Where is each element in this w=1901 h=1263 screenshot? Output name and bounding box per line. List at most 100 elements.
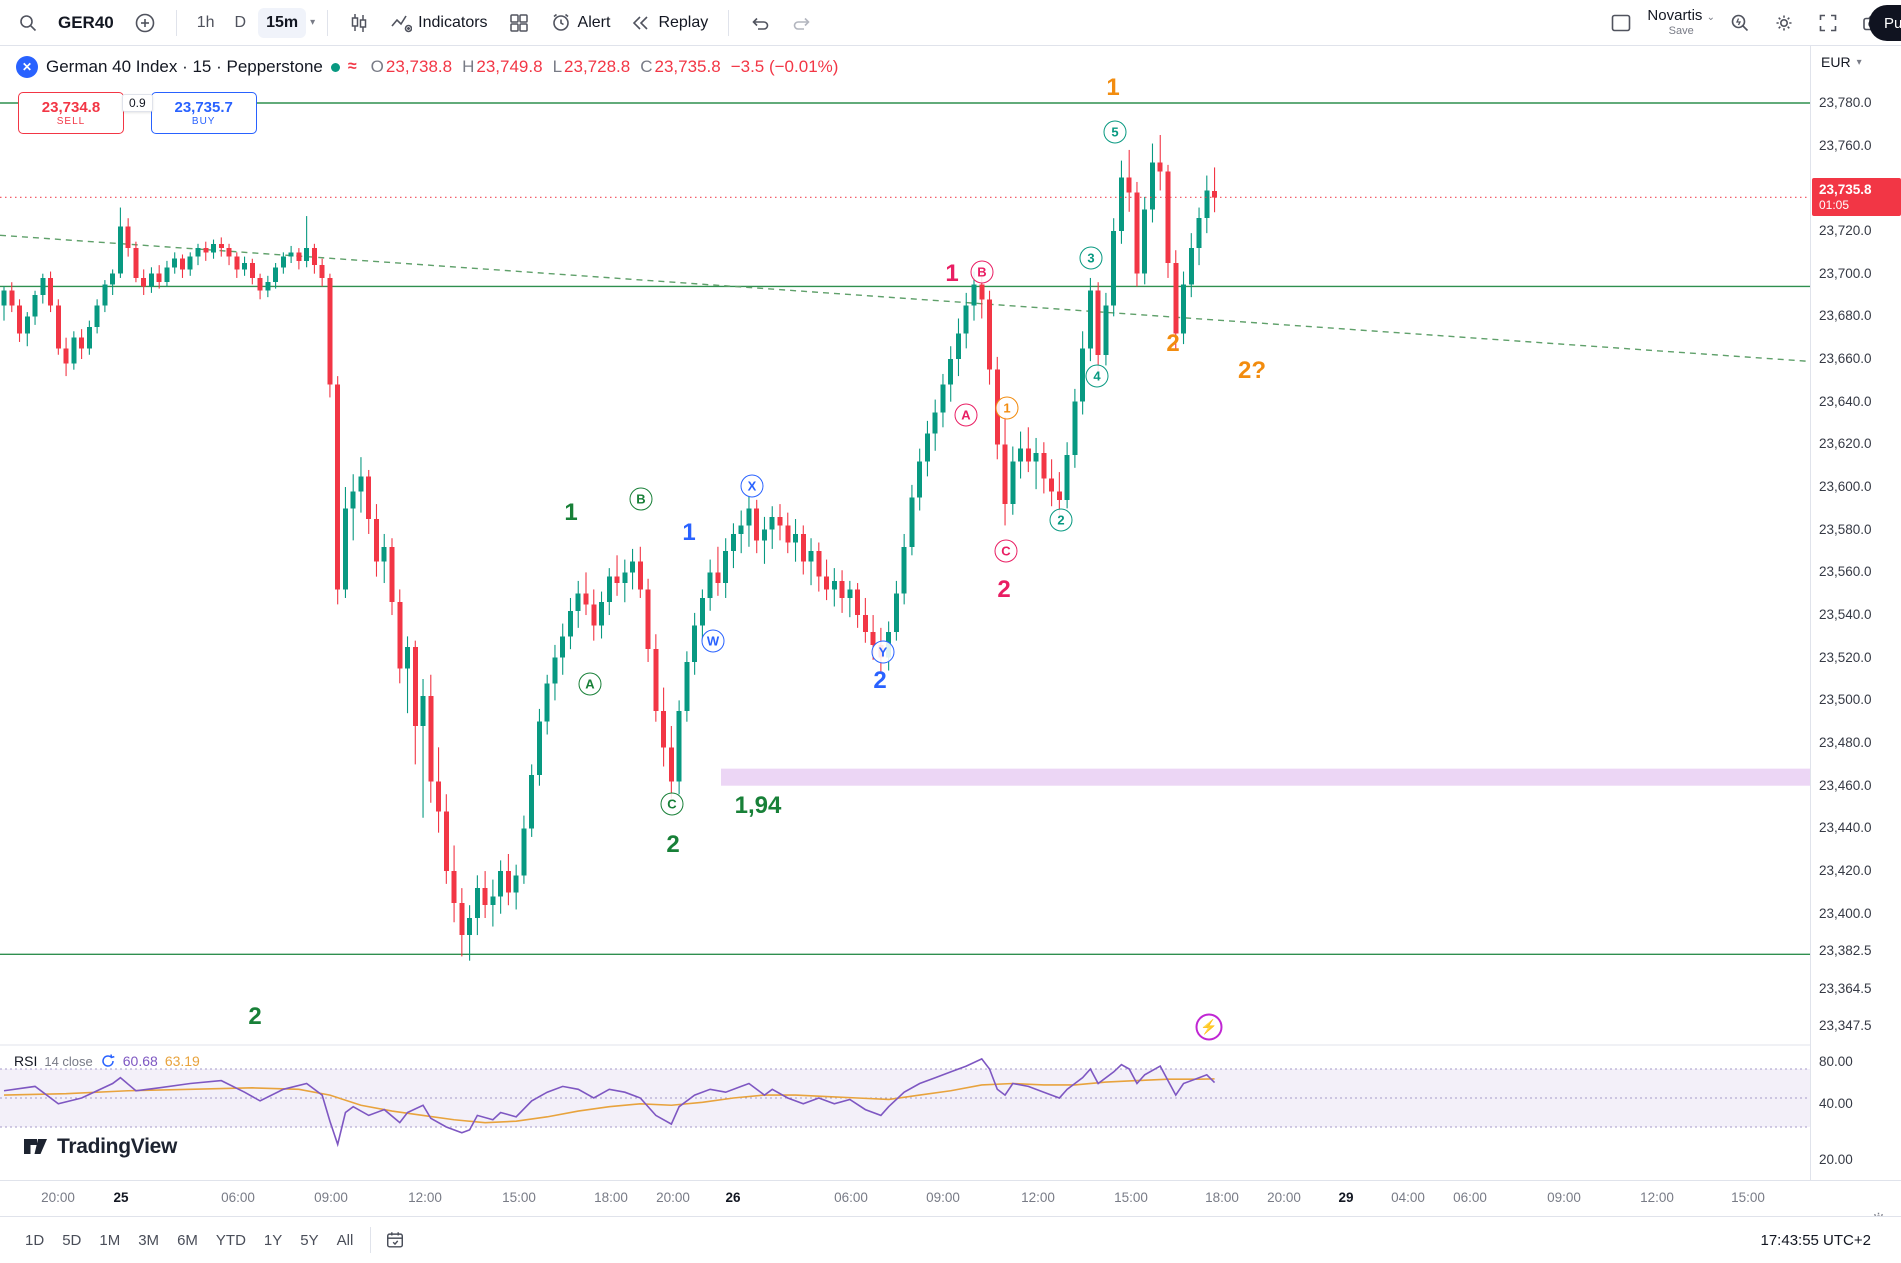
price-label: 23,400.0 xyxy=(1819,905,1872,921)
candle-body xyxy=(9,290,15,306)
candle-body xyxy=(994,369,1000,445)
candle-body xyxy=(575,593,581,611)
replay-icon xyxy=(630,12,652,34)
undo-icon[interactable] xyxy=(741,6,779,40)
candle-body xyxy=(172,258,178,268)
candle-body xyxy=(754,508,760,541)
chart-legend[interactable]: ✕ German 40 Index · 15 · Pepperstone ≈ O… xyxy=(16,56,838,78)
last-price-badge: 23,735.8 01:05 xyxy=(1812,178,1901,217)
add-symbol-icon[interactable] xyxy=(126,6,164,40)
price-label: 23,660.0 xyxy=(1819,351,1872,367)
candle-body xyxy=(1080,348,1086,402)
ohlc-readout: O 23,738.8 H 23,749.8 L 23,728.8 C 23,735.8 … xyxy=(370,57,839,76)
range-3m[interactable]: 3M xyxy=(138,1231,160,1249)
time-label: 06:00 xyxy=(221,1190,255,1205)
time-label: 26 xyxy=(725,1190,741,1205)
indicators-button[interactable]: Indicators xyxy=(382,6,495,40)
price-label: 23,760.0 xyxy=(1819,137,1872,153)
low-value: 23,728.8 xyxy=(564,57,631,76)
demand-zone xyxy=(721,768,1810,786)
range-5d[interactable]: 5D xyxy=(62,1231,82,1249)
chart-type-icon[interactable] xyxy=(340,6,378,40)
settings-gear-icon[interactable] xyxy=(1765,6,1803,40)
candle-body xyxy=(893,593,899,633)
buy-button[interactable]: 23,735.7 BUY xyxy=(150,92,257,134)
candle-body xyxy=(948,359,954,385)
lightning-marker-icon[interactable]: ⚡ xyxy=(1195,1013,1223,1041)
publish-button[interactable]: Pub xyxy=(1869,5,1901,41)
candle-body xyxy=(443,811,449,872)
time-axis[interactable]: 20:00 25 06:00 09:00 12:00 15:00 18:00 20:00 26 0… xyxy=(0,1180,1901,1224)
candle-body xyxy=(79,337,85,349)
candle-body xyxy=(234,256,240,270)
interval-1h[interactable]: 1h xyxy=(196,13,215,31)
candle-body xyxy=(746,508,752,526)
candle-body xyxy=(1173,263,1179,334)
candle-body xyxy=(622,572,628,584)
redo-icon[interactable] xyxy=(783,6,821,40)
candle-body xyxy=(963,305,969,334)
price-label: 23,700.0 xyxy=(1819,265,1872,281)
range-6m[interactable]: 6M xyxy=(177,1231,198,1249)
spread-value: 0.9 xyxy=(122,94,153,112)
candle-body xyxy=(273,267,279,283)
interval-caret-icon[interactable]: ▾ xyxy=(310,17,316,28)
candle-body xyxy=(971,284,977,306)
currency-selector[interactable]: EUR ▾ xyxy=(1821,54,1862,70)
range-all[interactable]: All xyxy=(336,1231,354,1249)
candle-body xyxy=(1149,162,1155,210)
refresh-icon[interactable] xyxy=(100,1053,116,1069)
fullscreen-icon[interactable] xyxy=(1809,6,1847,40)
quick-search-icon[interactable] xyxy=(1721,6,1759,40)
currency-caret-icon: ▾ xyxy=(1856,56,1862,68)
save-label[interactable]: Save xyxy=(1668,24,1694,37)
candle-body xyxy=(886,632,892,658)
price-axis[interactable]: EUR ▾ 23,780.023,760.023,740.023,720.023… xyxy=(1810,46,1901,1180)
rsi-legend[interactable]: RSI 14 close 60.68 63.19 xyxy=(14,1053,200,1069)
price-label: 23,640.0 xyxy=(1819,393,1872,409)
price-label: 23,720.0 xyxy=(1819,223,1872,238)
candle-body xyxy=(824,576,830,590)
time-label: 15:00 xyxy=(502,1190,536,1205)
candle-body xyxy=(816,551,822,577)
range-1m[interactable]: 1M xyxy=(99,1231,121,1249)
range-5y[interactable]: 5Y xyxy=(300,1231,319,1249)
time-label: 04:00 xyxy=(1391,1190,1425,1205)
candle-body xyxy=(366,476,372,520)
candle-body xyxy=(614,576,620,584)
session-clock[interactable]: 17:43:55 UTC+2 xyxy=(1760,1231,1872,1249)
symbol-button[interactable]: GER40 xyxy=(58,12,114,32)
time-label: 20:00 xyxy=(656,1190,690,1205)
range-ytd[interactable]: YTD xyxy=(215,1231,246,1249)
candle-body xyxy=(335,384,341,590)
layout-panel-icon[interactable] xyxy=(1601,5,1641,41)
candle-body xyxy=(1087,290,1093,349)
candle-body xyxy=(808,551,814,562)
legend-title[interactable]: German 40 Index · 15 · Pepperstone xyxy=(46,57,323,76)
sell-button[interactable]: 23,734.8 SELL xyxy=(18,92,124,134)
range-1y[interactable]: 1Y xyxy=(263,1231,283,1249)
time-label: 12:00 xyxy=(1640,1190,1674,1205)
tradingview-logo[interactable]: TradingView xyxy=(22,1133,177,1160)
interval-15m[interactable]: 15m xyxy=(258,7,307,38)
range-1d[interactable]: 1D xyxy=(25,1231,45,1249)
high-value: 23,749.8 xyxy=(476,57,543,76)
candle-body xyxy=(637,561,643,590)
candle-body xyxy=(661,711,667,748)
replay-button[interactable]: Replay xyxy=(622,6,716,40)
grid-layout-icon[interactable] xyxy=(500,6,538,40)
interval-1d[interactable]: D xyxy=(234,13,247,31)
alert-button[interactable]: Alert xyxy=(542,6,619,40)
candle-body xyxy=(459,903,465,936)
candle-body xyxy=(242,263,248,270)
layout-name-button[interactable]: Novartis ⌄ Save xyxy=(1647,7,1715,37)
candle-body xyxy=(862,615,868,633)
candle-body xyxy=(769,516,775,530)
search-icon[interactable] xyxy=(10,7,46,39)
candle-body xyxy=(1095,290,1101,355)
candle-body xyxy=(1041,452,1047,479)
candle-body xyxy=(1025,448,1031,462)
go-to-date-icon[interactable] xyxy=(379,1230,411,1250)
candle-body xyxy=(761,529,767,541)
